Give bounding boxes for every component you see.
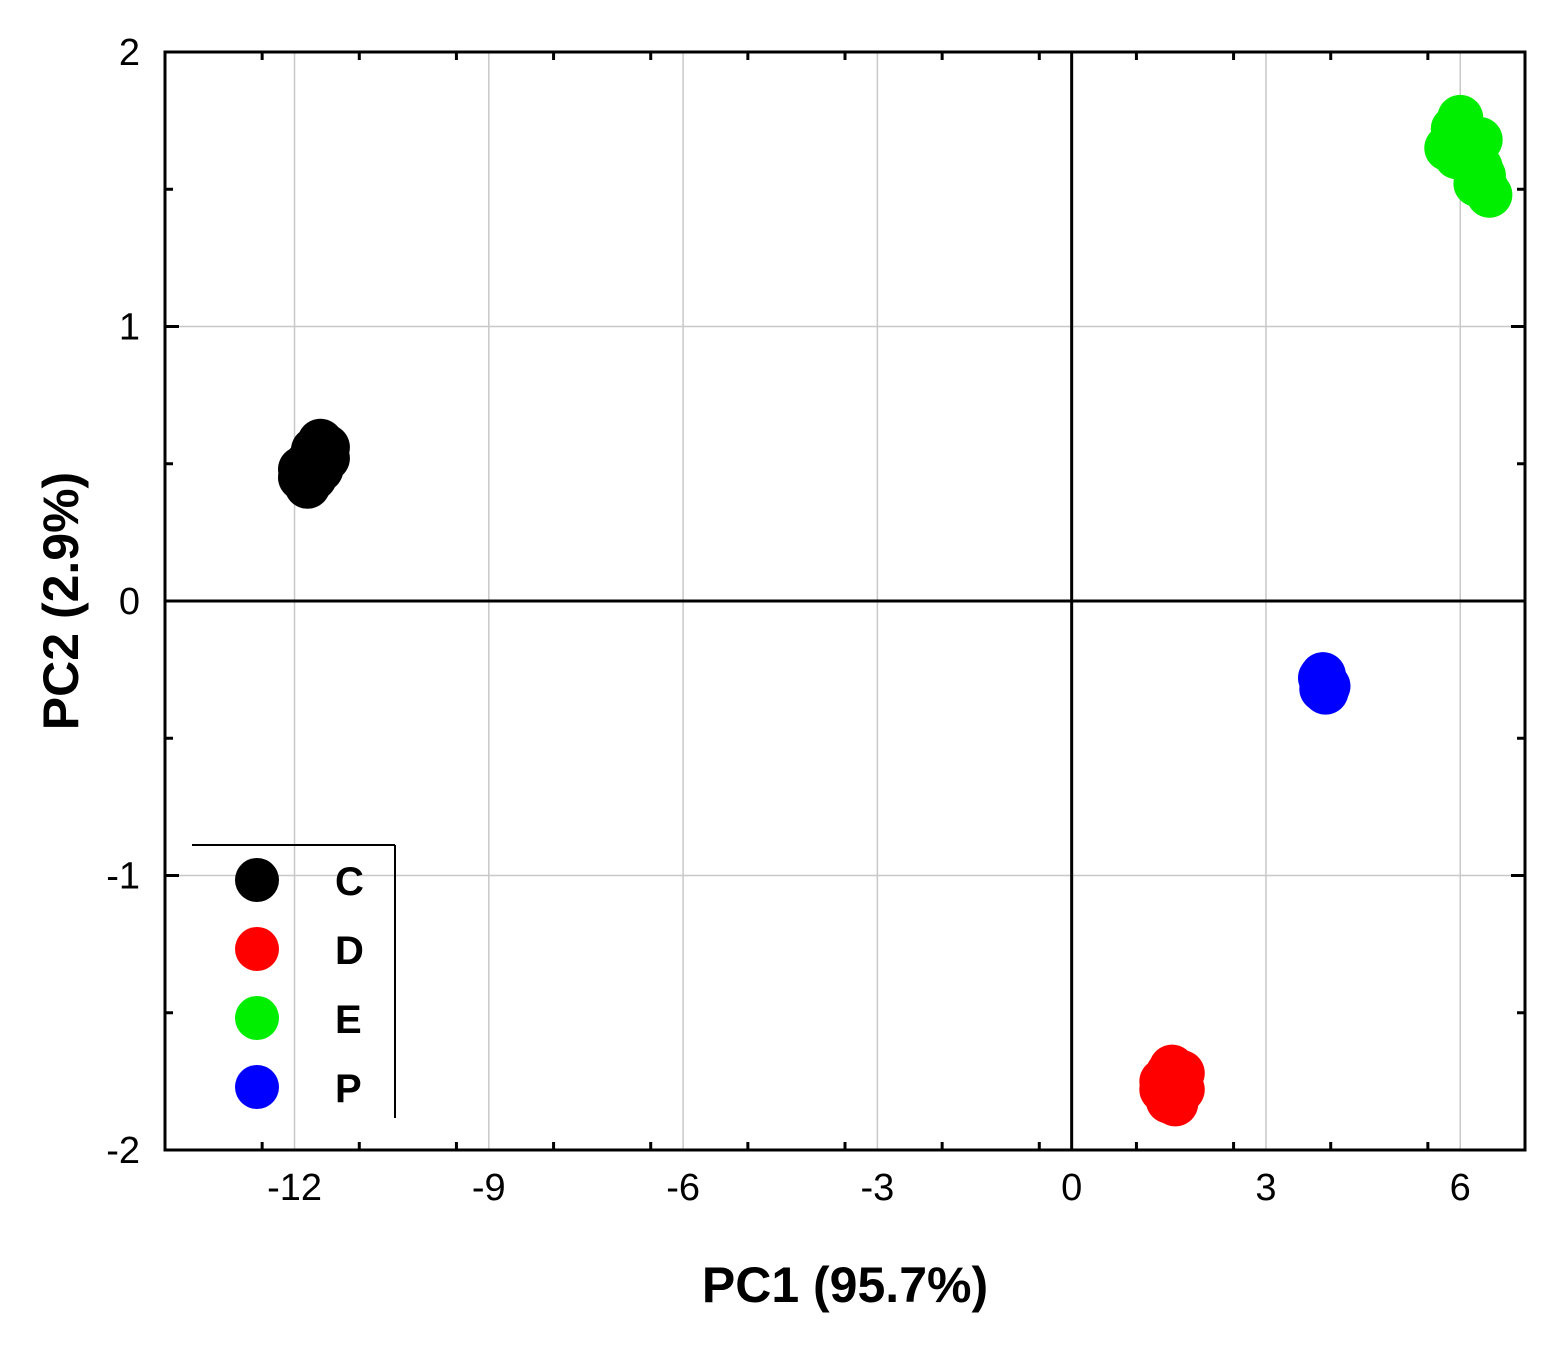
x-tick-label: -9 [472, 1167, 506, 1209]
series-E [1424, 94, 1513, 218]
y-tick-label: 0 [119, 581, 140, 623]
legend-marker-D [235, 927, 279, 971]
legend-label-P: P [335, 1067, 362, 1111]
data-points [278, 94, 1513, 1127]
tick-marks [163, 50, 1527, 1152]
point-P [1299, 665, 1346, 712]
x-tick-label: 6 [1450, 1167, 1471, 1209]
legend-label-C: C [335, 860, 364, 904]
legend-marker-C [235, 858, 279, 902]
x-tick-label: -12 [267, 1167, 322, 1209]
x-tick-label: -6 [666, 1167, 700, 1209]
y-tick-label: 2 [119, 32, 140, 74]
series-C [278, 418, 350, 509]
point-C [278, 446, 324, 493]
x-axis-title: PC1 (95.7%) [702, 1257, 988, 1313]
x-tick-label: 0 [1061, 1167, 1082, 1209]
point-D [1149, 1044, 1196, 1091]
legend-marker-P [235, 1065, 279, 1109]
legend-label-E: E [335, 998, 362, 1042]
y-tick-label: -1 [106, 856, 140, 898]
y-tick-labels: -2 -1 0 1 2 [106, 32, 140, 1172]
legend-marker-E [235, 996, 279, 1040]
y-axis-title: PC2 (2.9%) [33, 472, 89, 730]
point-E [1466, 171, 1513, 218]
x-tick-label: -3 [860, 1167, 894, 1209]
legend-label-D: D [335, 929, 364, 973]
zero-lines [165, 52, 1525, 1150]
series-P [1298, 652, 1351, 715]
x-tick-label: 3 [1255, 1167, 1276, 1209]
series-D [1139, 1044, 1205, 1127]
y-tick-label: -2 [106, 1130, 140, 1172]
x-tick-labels: -12 -9 -6 -3 0 3 6 [267, 1167, 1471, 1209]
y-tick-label: 1 [119, 307, 140, 349]
